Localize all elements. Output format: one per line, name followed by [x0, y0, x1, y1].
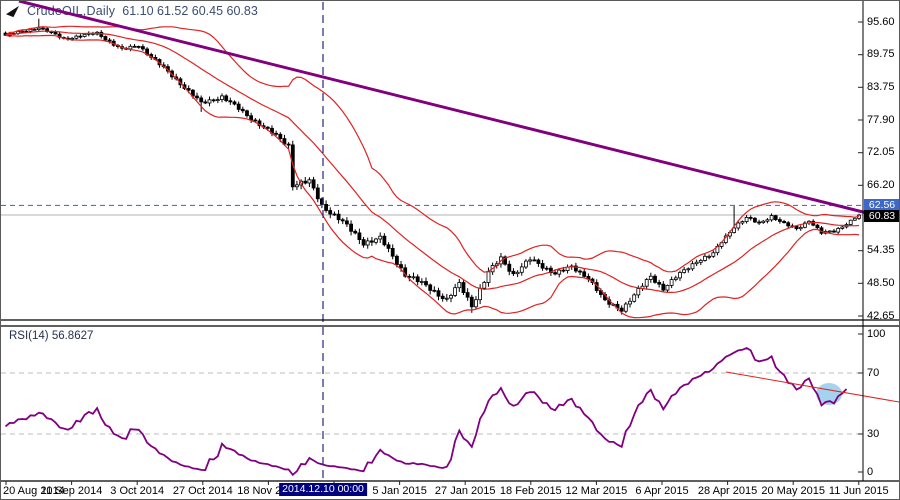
time-axis-label: 5 Jan 2015: [372, 485, 427, 497]
price-axis-label: 54.35: [867, 244, 895, 257]
chart-title: CrudeOIL,Daily 61.10 61.52 60.45 60.83: [5, 4, 258, 18]
time-axis-label: 11 Sep 2014: [40, 485, 103, 497]
ohlc-readout: 61.10 61.52 60.45 60.83: [122, 4, 258, 18]
price-axis-label: 48.50: [867, 276, 895, 289]
price-axis-label: 77.90: [867, 113, 895, 126]
time-axis-label: 27 Jan 2015: [434, 485, 496, 497]
alert-price-tag: 62.56: [864, 199, 899, 212]
price-axis-label: 95.60: [867, 15, 895, 28]
symbol-period-label: CrudeOIL,Daily: [27, 4, 116, 18]
price-axis-label: 42.65: [867, 309, 895, 322]
time-axis-label: 20 Aug 2014: [3, 485, 65, 497]
time-axis-label: 28 Apr 2015: [697, 485, 758, 497]
rsi-axis-label: 100: [867, 327, 886, 340]
time-axis-label: 3 Oct 2014: [110, 485, 165, 497]
rsi-axis-label: 30: [867, 427, 880, 440]
bid-price-tag: 60.83: [864, 209, 899, 223]
time-axis-label: 12 Mar 2015: [565, 485, 628, 497]
time-axis-label: 27 Oct 2014: [172, 485, 233, 497]
crosshair-date-tag: 2014.12.10 00:00: [279, 482, 367, 496]
rsi-axis-label: 0: [867, 465, 874, 478]
price-axis-label: 89.75: [867, 48, 895, 61]
symbol-arrow-icon: [6, 5, 19, 17]
rsi-axis-label: 70: [867, 366, 880, 379]
time-axis-label: 20 May 2015: [761, 485, 825, 497]
price-axis-label: 72.05: [867, 146, 895, 159]
time-axis-label: 11 Jun 2015: [828, 485, 889, 497]
time-axis-label: 6 Apr 2015: [635, 485, 689, 497]
price-axis-label: 66.20: [867, 178, 895, 191]
price-axis-label: 83.75: [867, 80, 895, 93]
time-axis-label: 18 Feb 2015: [499, 485, 562, 497]
rsi-indicator-label: RSI(14) 56.8627: [9, 330, 94, 342]
